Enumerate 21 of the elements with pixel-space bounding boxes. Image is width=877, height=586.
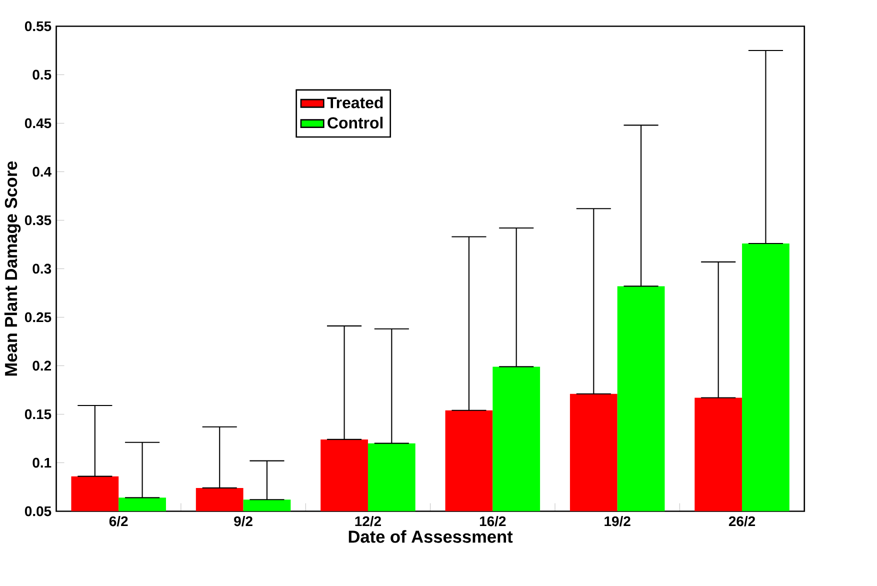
y-tick-label: 0.05 bbox=[24, 506, 52, 516]
legend-label: Control bbox=[328, 116, 383, 128]
x-tick-label: 16/2 bbox=[480, 516, 506, 526]
x-tick-label: 12/2 bbox=[355, 516, 381, 526]
y-axis-title: Mean Plant Damage Score bbox=[4, 161, 21, 376]
x-tick-label: 26/2 bbox=[728, 516, 756, 526]
x-tick-label: 19/2 bbox=[604, 516, 630, 526]
y-tick-label: 0.3 bbox=[32, 264, 52, 274]
legend-label: Treated bbox=[327, 96, 383, 108]
x-tick-label: 9/2 bbox=[234, 516, 252, 526]
y-tick-label: 0.55 bbox=[24, 21, 52, 32]
y-tick-label: 0.1 bbox=[32, 458, 52, 468]
y-tick-label: 0.45 bbox=[24, 118, 52, 128]
y-tick-label: 0.25 bbox=[24, 312, 52, 322]
y-tick-label: 0.15 bbox=[24, 409, 52, 420]
y-tick-label: 0.4 bbox=[32, 166, 52, 177]
y-tick-label: 0.2 bbox=[32, 360, 51, 371]
x-axis-title: Date of Assessment bbox=[348, 530, 513, 543]
y-tick-label: 0.35 bbox=[24, 215, 52, 226]
y-tick-label: 0.5 bbox=[32, 70, 52, 80]
x-tick-label: 6/2 bbox=[109, 516, 128, 526]
